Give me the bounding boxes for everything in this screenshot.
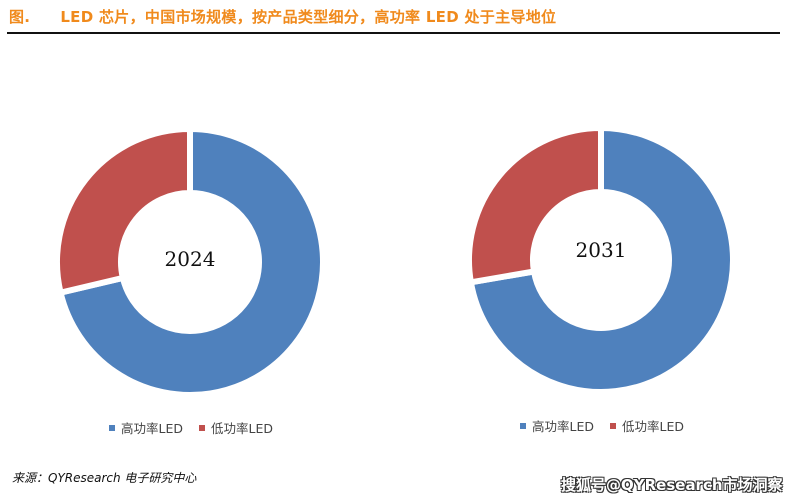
legend-swatch-high-power bbox=[520, 422, 526, 429]
center-label-2031: 2031 bbox=[576, 238, 627, 262]
source-note: 来源：QYResearch 电子研究中心 bbox=[12, 471, 197, 485]
title-divider bbox=[7, 32, 780, 34]
legend-2031: 高功率LED 低功率LED bbox=[520, 416, 700, 435]
slice-high-power bbox=[56, 125, 326, 398]
legend-item-low-power: 低功率LED bbox=[610, 416, 684, 435]
legend-swatch-low-power bbox=[610, 422, 616, 429]
legend-item-high-power: 高功率LED bbox=[109, 418, 183, 437]
legend-label: 低功率LED bbox=[622, 419, 684, 434]
legend-label: 高功率LED bbox=[532, 419, 594, 434]
legend-swatch-high-power bbox=[109, 424, 115, 431]
donut-chart-2024 bbox=[54, 125, 326, 398]
legend-2024: 高功率LED 低功率LED bbox=[109, 418, 289, 437]
slice-low-power bbox=[54, 125, 193, 297]
center-label-2024: 2024 bbox=[165, 247, 216, 271]
legend-swatch-low-power bbox=[199, 424, 205, 431]
legend-item-low-power: 低功率LED bbox=[199, 418, 273, 437]
watermark: 搜狐号@QYResearch市场洞察 bbox=[561, 476, 783, 494]
figure-prefix: 图. bbox=[9, 8, 31, 26]
legend-label: 低功率LED bbox=[211, 421, 273, 436]
legend-label: 高功率LED bbox=[121, 421, 183, 436]
slice-high-power bbox=[467, 124, 736, 395]
slice-low-power bbox=[466, 124, 604, 286]
figure-title: 图. LED 芯片，中国市场规模，按产品类型细分，高功率 LED 处于主导地位 bbox=[9, 6, 556, 27]
figure-title-text: LED 芯片，中国市场规模，按产品类型细分，高功率 LED 处于主导地位 bbox=[60, 8, 557, 26]
legend-item-high-power: 高功率LED bbox=[520, 416, 594, 435]
donut-chart-2031 bbox=[466, 124, 736, 395]
